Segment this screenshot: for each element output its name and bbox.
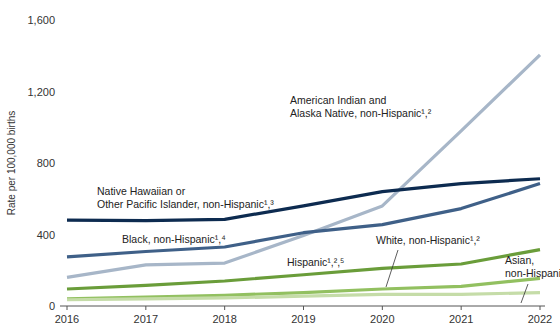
x-tick-label: 2021 — [449, 313, 473, 325]
x-tick — [382, 306, 383, 310]
x-tick-label: 2017 — [134, 313, 158, 325]
y-tick — [61, 91, 64, 92]
x-tick — [303, 306, 304, 310]
x-axis-line — [60, 306, 545, 307]
x-tick-label: 2022 — [528, 313, 552, 325]
series-label: Black, non-Hispanic¹,⁴ — [122, 233, 226, 245]
y-axis-label: Rate per 100,000 births — [6, 111, 17, 216]
chart-container: 0 400 800 1,200 1,600 Rate per 100,000 births… — [0, 0, 560, 336]
x-tick — [67, 306, 68, 310]
y-tick — [61, 163, 64, 164]
series-label: Native Hawaiian orOther Pacific Islander… — [97, 185, 274, 210]
y-tick-label: 1,600 — [27, 14, 55, 26]
chart-svg: 0 400 800 1,200 1,600 Rate per 100,000 births… — [0, 0, 560, 336]
series-label: White, non-Hispanic¹,² — [376, 234, 480, 246]
series-label-line: Black, non-Hispanic¹,⁴ — [122, 233, 226, 245]
series-label-line: Hispanic¹,²,⁵ — [287, 256, 344, 268]
series-line — [67, 250, 540, 289]
series-label-line: Alaska Native, non-Hispanic¹,² — [290, 107, 432, 119]
x-tick-label: 2018 — [212, 313, 236, 325]
y-tick-label: 0 — [49, 300, 55, 312]
series-label-line: White, non-Hispanic¹,² — [376, 234, 480, 246]
x-tick — [224, 306, 225, 310]
series-label-line: Asian, — [505, 254, 534, 266]
series-line — [67, 293, 540, 300]
y-tick — [61, 234, 64, 235]
series-line — [67, 179, 540, 221]
x-tick-label: 2016 — [55, 313, 79, 325]
leader-line — [521, 284, 528, 303]
leader-line — [386, 250, 398, 287]
series-line — [67, 278, 540, 299]
y-tick-label: 1,200 — [27, 86, 55, 98]
y-tick — [61, 20, 64, 21]
y-tick-label: 800 — [37, 157, 55, 169]
series-label-line: Native Hawaiian or — [97, 185, 186, 197]
series-label: Asian,non-Hispanic¹,² — [505, 254, 560, 279]
series-label-line: Other Pacific Islander, non-Hispanic¹,³ — [97, 198, 274, 210]
x-tick — [145, 306, 146, 310]
x-tick-label: 2019 — [291, 313, 315, 325]
plot-area — [67, 55, 540, 300]
series-label: Hispanic¹,²,⁵ — [287, 256, 344, 268]
x-tick — [540, 306, 541, 310]
series-label-line: non-Hispanic¹,² — [505, 267, 560, 279]
x-tick-label: 2020 — [370, 313, 394, 325]
x-tick — [461, 306, 462, 310]
series-line — [67, 55, 540, 278]
series-line — [67, 184, 540, 257]
y-tick-label: 400 — [37, 229, 55, 241]
series-label-line: American Indian and — [290, 94, 386, 106]
series-label: American Indian andAlaska Native, non-Hi… — [290, 94, 432, 119]
